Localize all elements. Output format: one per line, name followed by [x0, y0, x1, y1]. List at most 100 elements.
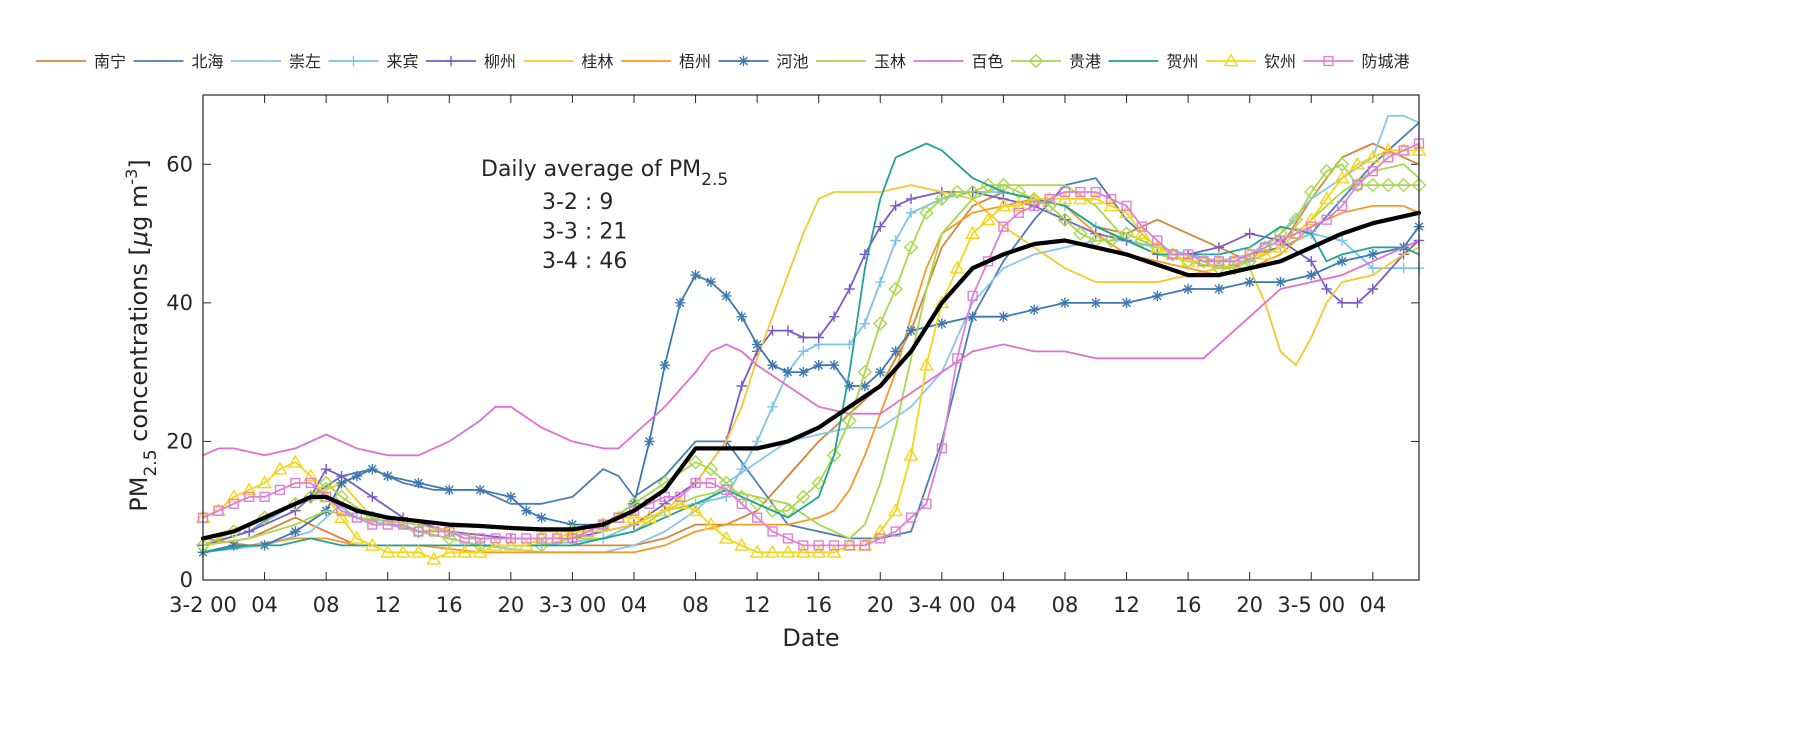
point-河池-32: [859, 380, 871, 392]
point-贵港-24: [811, 475, 826, 491]
point-钦州-29: [641, 509, 657, 524]
point-防城港-23: [551, 533, 563, 544]
point-钦州-53: [1011, 198, 1027, 212]
point-来宾-15: [767, 401, 778, 412]
point-防城港-20: [505, 533, 516, 544]
legend-item-8: 玉林: [816, 52, 906, 71]
point-防城港-66: [1213, 256, 1225, 267]
x-tick-label-6: 3-3 00: [539, 593, 607, 617]
y-title-sub: 2.5: [141, 449, 161, 476]
point-河池-3: [290, 526, 301, 537]
point-河池-26: [767, 360, 778, 371]
point-防城港-3: [244, 491, 255, 502]
point-钦州-58: [1088, 191, 1104, 205]
point-河池-31: [844, 380, 855, 392]
x-tick-label-11: 20: [867, 593, 894, 617]
point-防城港-67: [1229, 256, 1240, 267]
point-钦州-39: [795, 544, 811, 558]
point-钦州-16: [441, 544, 457, 558]
point-防城港-54: [1029, 200, 1040, 211]
point-钦州-52: [995, 198, 1011, 212]
point-河池-27: [782, 366, 794, 378]
legend-item-9: 百色: [913, 52, 1004, 71]
legend-label-4: 柳州: [484, 52, 516, 71]
point-钦州-5: [272, 461, 288, 475]
point-河池-5: [336, 477, 347, 489]
point-贵港-31: [919, 205, 934, 221]
point-河池-37: [967, 311, 978, 322]
legend-marker-12: [1223, 53, 1239, 67]
point-柳州-39: [1306, 256, 1317, 267]
point-柳州-36: [1213, 242, 1225, 253]
point-柳州-18: [782, 325, 794, 336]
y-tick-label-0: 0: [180, 568, 193, 592]
point-贵港-26: [842, 413, 857, 428]
point-防城港-19: [490, 533, 501, 544]
point-钦州-21: [518, 537, 534, 551]
point-防城港-73: [1321, 214, 1332, 225]
point-钦州-9: [334, 509, 349, 524]
point-钦州-34: [718, 530, 734, 544]
point-柳州-43: [1367, 283, 1379, 295]
point-钦州-70: [1273, 239, 1288, 253]
legend-marker-4: [445, 55, 457, 67]
y-title-unit: g m: [125, 185, 153, 231]
y-title-mu: μ: [125, 231, 153, 247]
point-河池-50: [1367, 249, 1379, 260]
point-钦州-76: [1365, 149, 1381, 163]
point-钦州-77: [1380, 142, 1396, 156]
point-钦州-37: [765, 544, 780, 558]
point-防城港-43: [859, 540, 870, 551]
point-钦州-17: [457, 544, 473, 558]
point-防城港-14: [413, 526, 424, 537]
annotation-title-sub: 2.5: [701, 170, 728, 190]
point-防城港-35: [736, 498, 747, 509]
annotation-title-main: Daily average of PM: [481, 157, 701, 182]
point-钦州-61: [1134, 225, 1150, 239]
point-防城港-1: [213, 505, 224, 516]
point-钦州-74: [1334, 170, 1350, 184]
point-钦州-47: [918, 357, 934, 371]
x-tick-label-7: 04: [621, 593, 648, 617]
legend-label-10: 贵港: [1069, 52, 1101, 71]
x-tick-label-5: 20: [497, 593, 524, 617]
legend-label-3: 来宾: [387, 52, 419, 71]
point-来宾-20: [859, 318, 871, 329]
plot-frame: [202, 94, 1420, 581]
point-河池-12: [505, 491, 517, 503]
series-line-贺州: [202, 142, 1420, 554]
point-河池-42: [1121, 297, 1132, 309]
point-防城港-48: [936, 443, 947, 454]
point-钦州-10: [349, 530, 365, 544]
point-贵港-27: [857, 364, 873, 380]
point-防城港-62: [1152, 235, 1163, 246]
point-河池-24: [736, 311, 747, 322]
point-防城港-69: [1259, 242, 1271, 253]
point-来宾-37: [1336, 235, 1348, 246]
point-防城港-72: [1306, 221, 1317, 232]
point-钦州-18: [472, 544, 488, 558]
point-钦州-14: [411, 544, 426, 558]
point-河池-35: [905, 325, 917, 336]
point-钦州-64: [1180, 253, 1196, 267]
point-柳州-37: [1244, 228, 1255, 239]
point-防城港-16: [444, 526, 455, 537]
point-贵港-57: [1319, 163, 1334, 179]
legend: 南宁 北海 崇左 来宾 柳州 桂林 梧州 河池 玉林 百色 贵港 贺州 钦州 防城港: [36, 52, 1410, 71]
point-贵港-41: [1073, 226, 1088, 241]
legend-item-4: 柳州: [426, 52, 516, 71]
x-tick-label-2: 08: [313, 593, 340, 617]
point-河池-45: [1213, 283, 1225, 295]
point-防城港-63: [1167, 249, 1178, 260]
y-axis-title: PM2.5 concentrations [μg m-3]: [122, 159, 161, 511]
point-柳州-4: [320, 463, 332, 475]
x-tick-label-18: 3-5 00: [1277, 593, 1345, 617]
point-钦州-7: [303, 468, 319, 482]
point-钦州-15: [426, 551, 442, 565]
series-average: [200, 210, 1422, 541]
point-防城港-10: [351, 512, 363, 523]
point-钦州-13: [395, 544, 411, 558]
point-贵港-30: [903, 240, 919, 255]
point-河池-33: [875, 366, 886, 378]
point-钦州-46: [903, 447, 919, 461]
